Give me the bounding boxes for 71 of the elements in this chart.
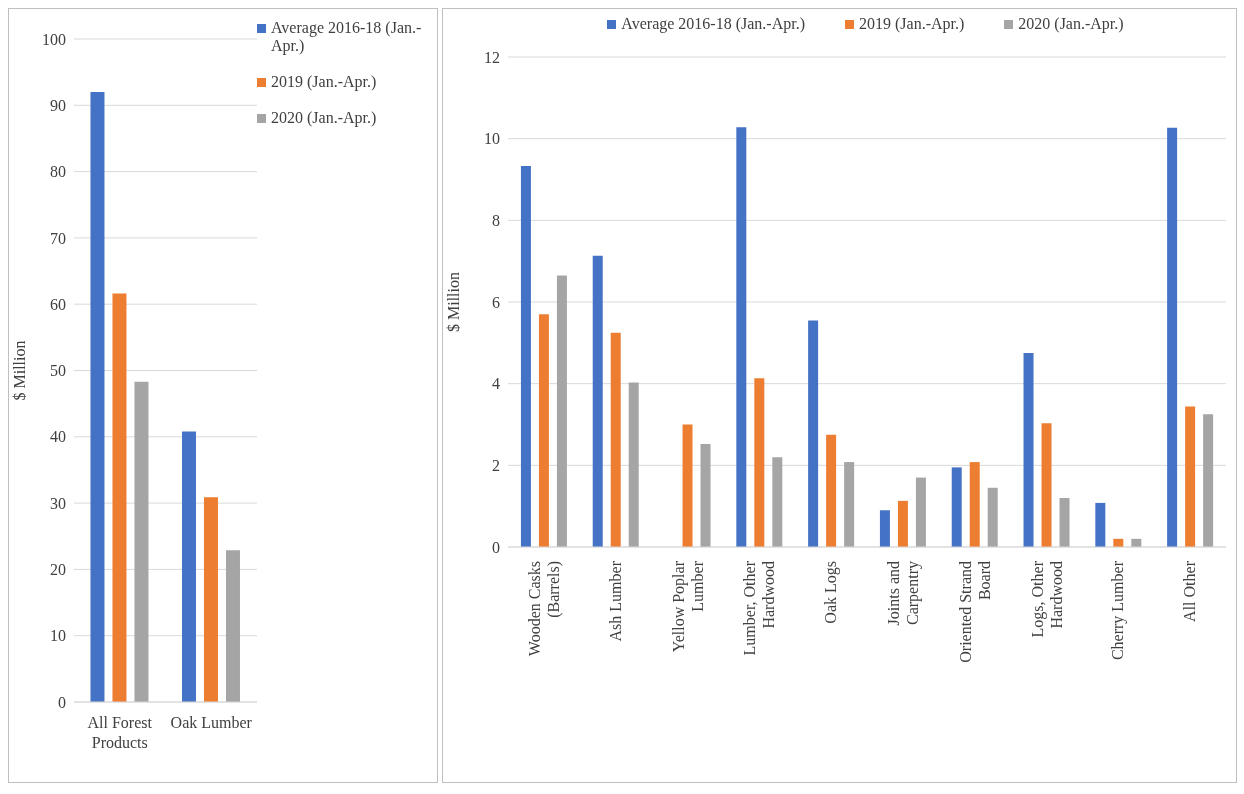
x-tick-label: Oriented Strand Board (956, 561, 993, 663)
bar (592, 255, 603, 547)
x-tick-label: Yellow Poplar Lumber (669, 560, 706, 653)
y-tick-label: 4 (492, 375, 500, 393)
y-tick-label: 12 (484, 48, 500, 66)
legend-label: 2020 (Jan.-Apr.) (271, 109, 377, 127)
y-axis-title: $ Million (10, 340, 28, 401)
y-tick-label: 6 (492, 293, 500, 311)
bar (754, 378, 765, 547)
x-tick-label: Ash Lumber (606, 560, 624, 642)
legend-label: Average 2016-18 (Jan.-Apr.) (621, 15, 805, 33)
bar (203, 497, 218, 702)
bar (682, 424, 693, 547)
x-tick-label: Joints and Carpentry (884, 561, 922, 626)
bar (1041, 423, 1052, 547)
y-tick-label: 0 (58, 693, 66, 711)
bar (987, 487, 998, 547)
bar (134, 381, 149, 702)
y-tick-label: 10 (484, 130, 500, 148)
bar (951, 467, 962, 547)
bar (879, 510, 890, 547)
y-tick-label: 70 (50, 229, 66, 247)
bar (1167, 127, 1178, 547)
y-axis-title: $ Million (444, 271, 462, 333)
y-tick-label: 100 (42, 30, 66, 48)
x-tick-label: Cherry Lumber (1109, 560, 1128, 661)
bar (112, 293, 127, 702)
bar (915, 477, 926, 547)
x-tick-label: Oak Lumber (170, 714, 253, 731)
bar (520, 166, 531, 547)
x-tick-label: Oak Logs (822, 561, 841, 624)
x-tick-label: Logs, Other Hardwood (1028, 560, 1065, 638)
bar (897, 500, 908, 547)
y-tick-label: 0 (492, 538, 500, 556)
bar (826, 434, 837, 547)
bar (808, 320, 819, 547)
bar (1023, 353, 1034, 547)
y-tick-label: 60 (50, 295, 66, 313)
bar (538, 314, 549, 547)
bar (736, 127, 747, 547)
y-tick-label: 50 (50, 362, 66, 380)
bar (556, 275, 567, 547)
x-tick-label: All Other (1181, 560, 1199, 622)
bar (772, 457, 783, 547)
y-tick-label: 40 (50, 428, 66, 446)
y-tick-label: 10 (50, 627, 66, 645)
y-tick-label: 20 (50, 561, 66, 579)
bar (1185, 406, 1196, 547)
bar (628, 382, 639, 547)
bar (969, 462, 980, 547)
x-tick-label: All Forest Products (87, 714, 153, 751)
bar (90, 92, 105, 702)
legend-label: 2020 (Jan.-Apr.) (1018, 15, 1124, 33)
y-tick-label: 8 (492, 212, 500, 230)
legend-label: 2019 (Jan.-Apr.) (859, 15, 965, 33)
x-tick-label: Lumber, Other Hardwood (741, 560, 778, 656)
bar (844, 462, 855, 547)
y-tick-label: 80 (50, 163, 66, 181)
bar (700, 444, 711, 547)
bar (1095, 502, 1106, 547)
bar (610, 332, 621, 547)
bar (225, 550, 240, 702)
y-tick-label: 30 (50, 494, 66, 512)
bar (181, 431, 196, 702)
y-tick-label: 2 (492, 457, 500, 475)
bar (1059, 498, 1070, 547)
bar (1203, 414, 1214, 547)
y-tick-label: 90 (50, 96, 66, 114)
legend-label: Average 2016-18 (Jan.-Apr.) (271, 19, 423, 55)
legend-label: 2019 (Jan.-Apr.) (271, 73, 377, 91)
x-tick-label: Wooden Casks (Barrels) (525, 561, 563, 657)
